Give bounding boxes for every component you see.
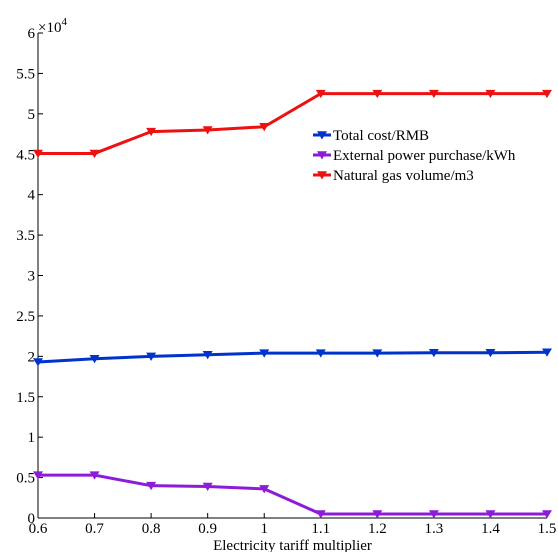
- x-tick-label: 1.4: [481, 521, 500, 537]
- data-point-marker: [485, 89, 496, 99]
- y-tick-label: 5: [28, 107, 36, 123]
- y-tick-label: 1.5: [16, 390, 35, 406]
- legend-label: Total cost/RMB: [333, 128, 429, 144]
- y-tick-label: 4: [28, 188, 36, 204]
- x-tick-label: 0.7: [85, 521, 104, 537]
- data-point-marker: [485, 510, 496, 519]
- y-tick-label: 6: [28, 26, 36, 42]
- data-point-marker: [33, 149, 43, 158]
- y-tick-label: 4.5: [16, 147, 35, 163]
- y-tick-label: 2: [28, 349, 36, 365]
- y-tick-label: 0.5: [16, 471, 35, 487]
- y-tick-label: 5.5: [16, 66, 35, 82]
- y-tick-label: 0: [28, 511, 36, 527]
- x-axis-label: Electricity tariff multiplier: [213, 538, 372, 552]
- data-point-marker: [428, 510, 439, 519]
- data-point-marker: [315, 349, 326, 358]
- data-point-marker: [202, 482, 213, 491]
- legend-swatch-marker: [317, 171, 327, 180]
- data-point-marker: [259, 349, 270, 358]
- data-point-marker: [146, 481, 157, 491]
- x-tick-label: 1.2: [368, 521, 387, 537]
- data-point-marker: [146, 127, 157, 137]
- data-point-marker: [146, 352, 157, 361]
- legend-swatch-marker: [317, 151, 327, 160]
- x-tick-label: 1.1: [311, 521, 330, 537]
- data-point-marker: [428, 348, 439, 358]
- data-point-marker: [372, 510, 383, 519]
- y-tick-label: 3.5: [16, 228, 35, 244]
- y-multiplier-exponent: 4: [61, 16, 67, 28]
- data-point-marker: [259, 123, 270, 132]
- legend-label: Natural gas volume/m3: [333, 168, 474, 184]
- x-tick-label: 1.3: [425, 521, 444, 537]
- x-tick-label: 1.5: [538, 521, 557, 537]
- y-multiplier-base: ×10: [38, 20, 61, 36]
- y-axis-multiplier: ×104: [38, 16, 67, 36]
- data-point-marker: [89, 355, 100, 364]
- data-point-marker: [33, 358, 43, 367]
- data-point-marker: [33, 471, 43, 480]
- data-point-marker: [259, 485, 270, 494]
- series-line: [38, 92, 547, 155]
- data-point-marker: [542, 348, 552, 357]
- data-point-marker: [372, 349, 383, 358]
- x-tick-label: 0.8: [142, 521, 161, 537]
- axes: 0 0.5 1 1.5 2 2.5 3 3.5 4 4.5 5 5.5 6 0.6 0.7 0.8 0.9 1 1.…: [16, 26, 556, 537]
- y-tick-label: 2.5: [16, 309, 35, 325]
- data-point-marker: [89, 471, 100, 480]
- x-tick-label: 1: [260, 521, 268, 537]
- legend-label: External power purchase/kWh: [333, 148, 516, 164]
- x-tick-label: 0.6: [29, 521, 48, 537]
- y-tick-label: 1: [28, 430, 36, 446]
- legend: Total cost/RMB External power purchase/kW…: [313, 128, 516, 184]
- data-point-marker: [315, 510, 326, 519]
- series-line: [37, 350, 548, 364]
- data-point-marker: [202, 350, 213, 360]
- series-line: [38, 473, 547, 516]
- data-point-marker: [542, 510, 552, 519]
- data-point-marker: [372, 89, 383, 99]
- series-0: [33, 348, 552, 367]
- data-point-marker: [542, 89, 552, 99]
- legend-swatch-marker: [317, 131, 327, 140]
- data-point-marker: [315, 89, 326, 99]
- data-point-marker: [485, 348, 496, 358]
- series-2: [33, 89, 552, 158]
- data-point-marker: [202, 126, 213, 135]
- y-tick-label: 3: [28, 269, 36, 285]
- data-point-marker: [89, 149, 100, 158]
- series-1: [33, 471, 552, 519]
- x-tick-label: 0.9: [198, 521, 217, 537]
- series-layer: [33, 89, 552, 519]
- data-point-marker: [428, 89, 439, 99]
